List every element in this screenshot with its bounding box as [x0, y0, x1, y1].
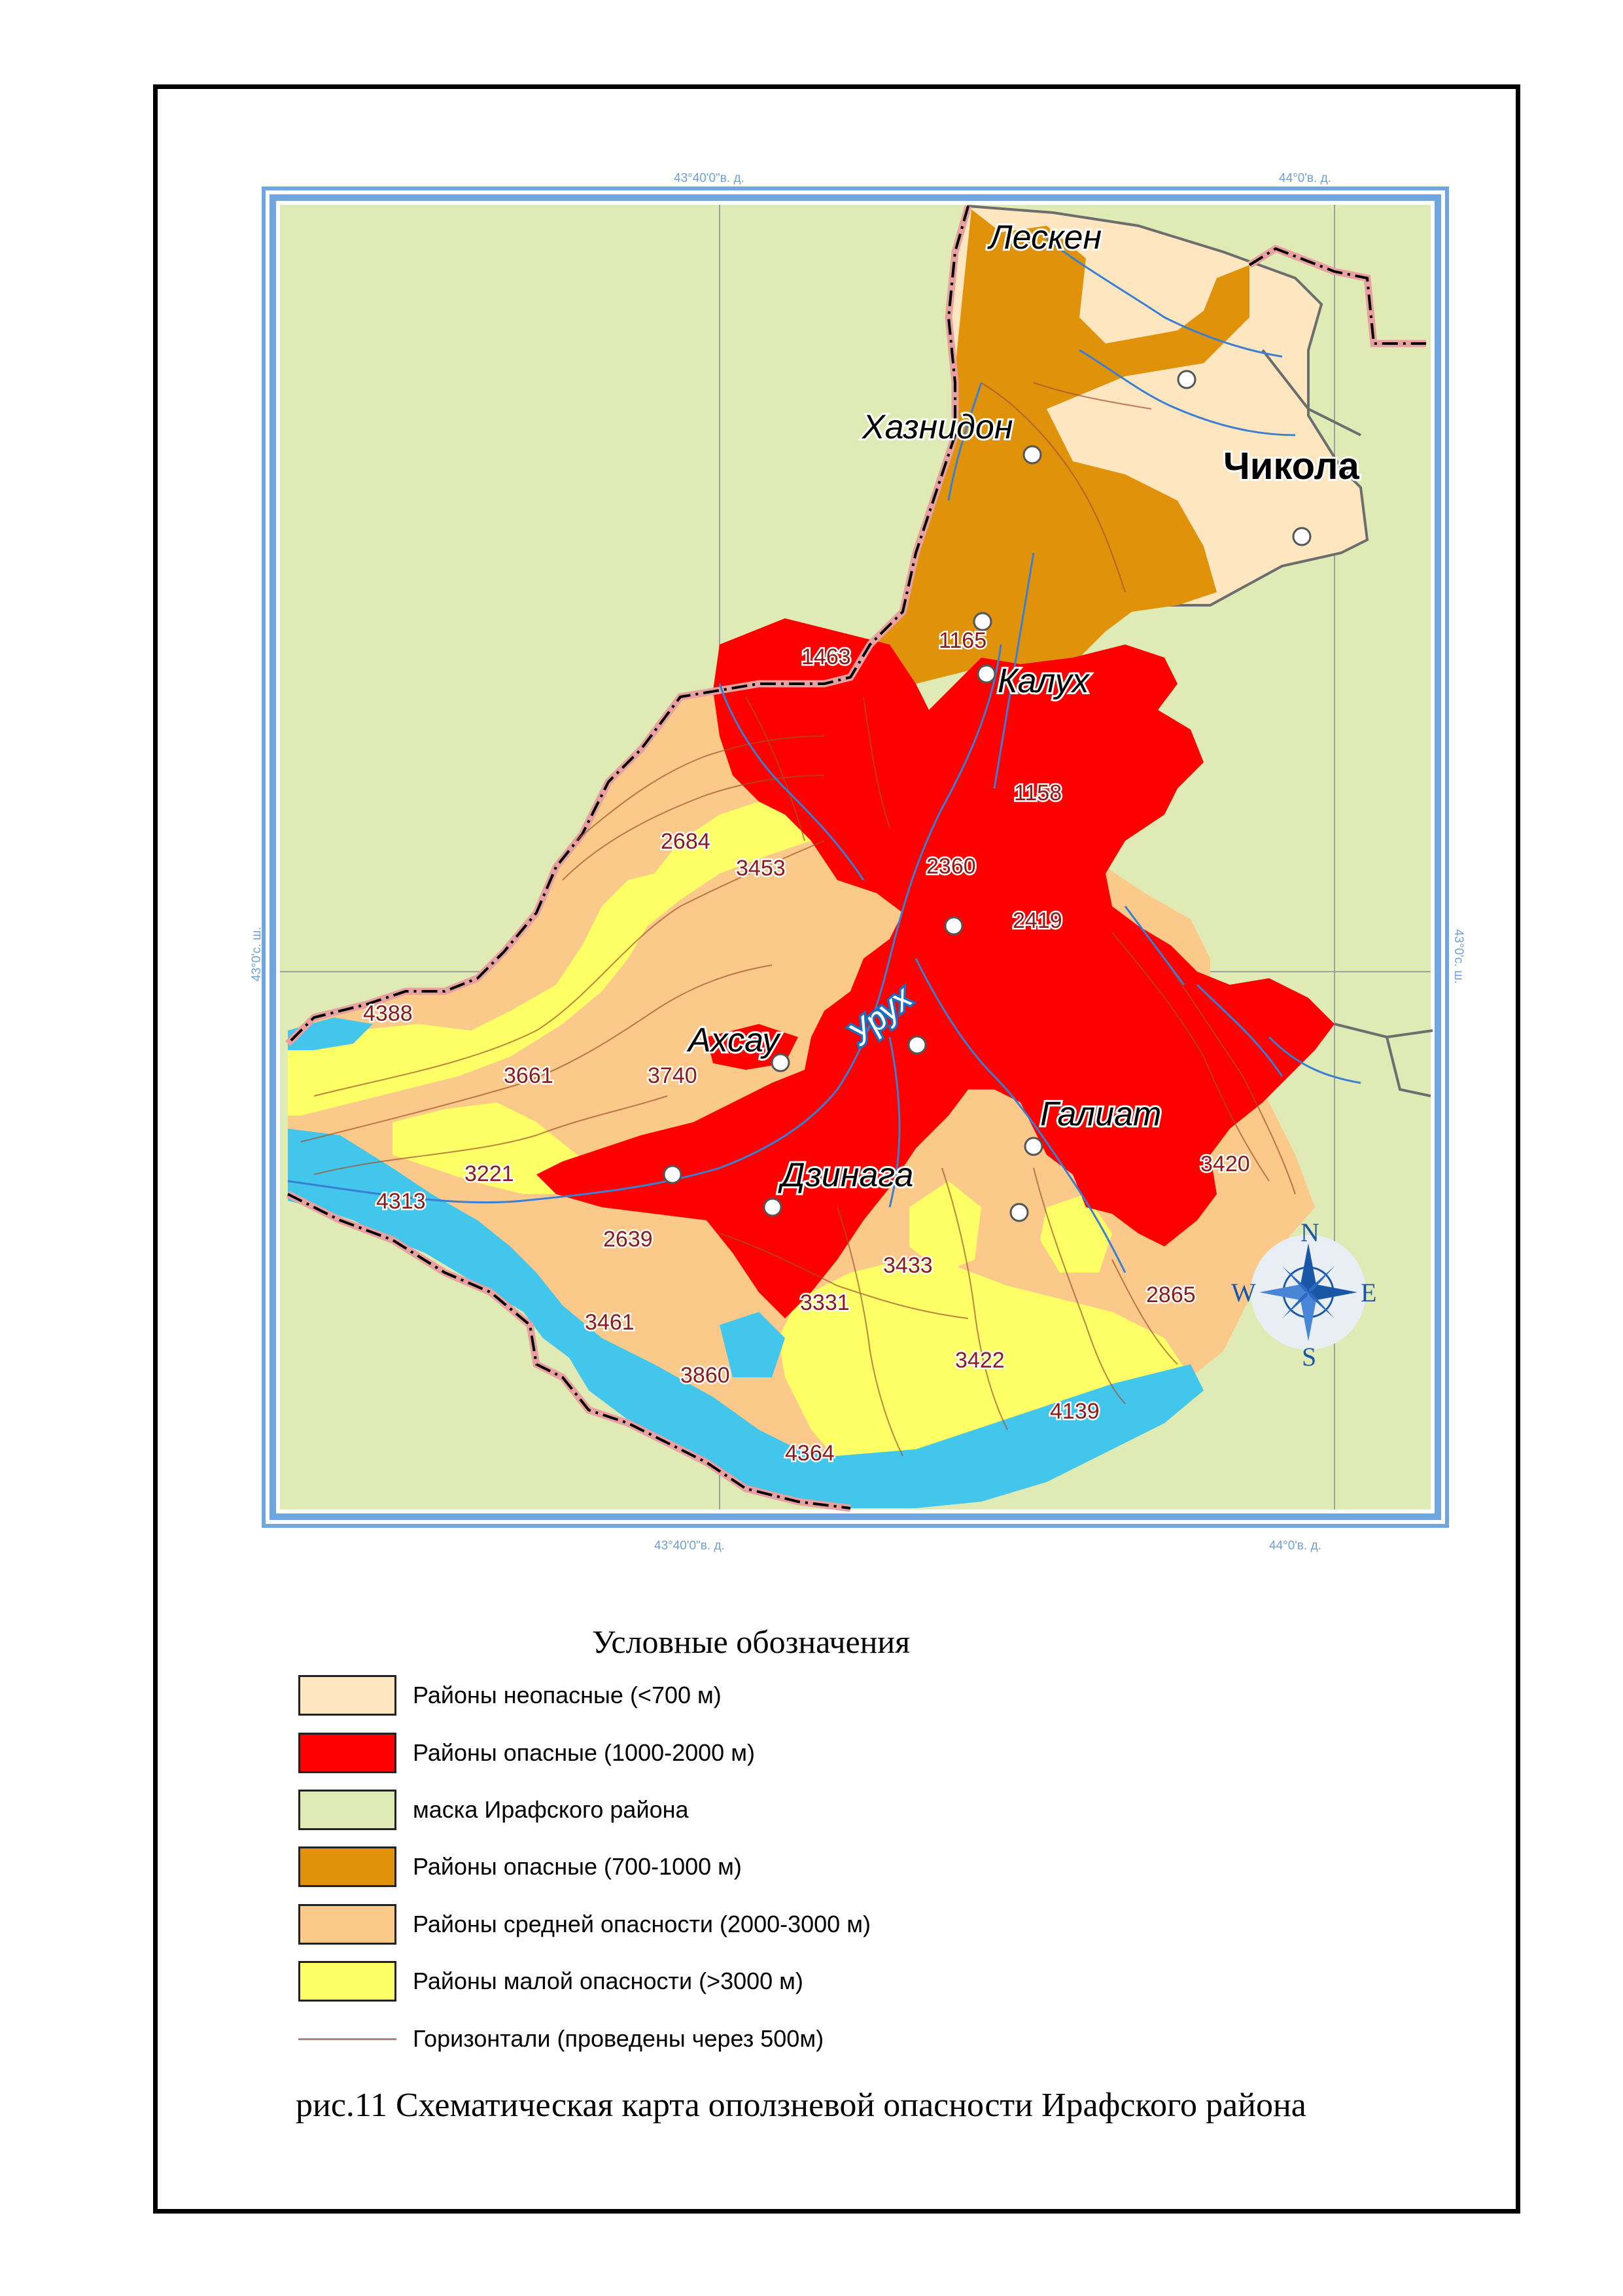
- elevation-label: 3422: [955, 1348, 1005, 1373]
- legend-swatch: [298, 1675, 396, 1716]
- legend-swatch: [298, 1733, 396, 1773]
- elevation-label: 2639: [603, 1227, 653, 1252]
- zone-low-hazard: [288, 802, 811, 1116]
- coord-top-right: 44°0'в. д.: [1279, 171, 1331, 185]
- legend-item: Районы опасные (1000-2000 м): [298, 1733, 1149, 1776]
- elevation-label: 3860: [680, 1363, 730, 1388]
- elevation-label: 3331: [800, 1290, 850, 1315]
- legend-label: маска Ирафского района: [413, 1796, 689, 1823]
- zone-glacier: [288, 1129, 1204, 1508]
- compass-e: E: [1361, 1278, 1376, 1307]
- elevation-label: 2684: [661, 829, 710, 854]
- page-frame: [153, 84, 1520, 2214]
- town-galiat: Галиат: [1040, 1095, 1161, 1133]
- town-akhsau: Ахсау: [686, 1021, 781, 1059]
- town-lesken: Лескен: [987, 219, 1102, 256]
- legend-label: Районы малой опасности (>3000 м): [413, 1968, 803, 1994]
- compass-rose-icon: N S E W: [1231, 1218, 1376, 1371]
- contour-lines: [300, 382, 1296, 1457]
- legend-label: Районы неопасные (<700 м): [413, 1682, 722, 1708]
- legend-label: Горизонтали (проведены через 500м): [413, 2025, 824, 2052]
- town-khaznidon: Хазнидон: [862, 408, 1013, 446]
- compass-s: S: [1302, 1342, 1316, 1371]
- elevation-label: 3433: [883, 1253, 933, 1278]
- elevation-label: 4139: [1050, 1399, 1100, 1424]
- map-canvas: Лескен Хазнидон Чикола Калух Ахсау Дзина…: [262, 186, 1449, 1528]
- figure-caption: рис.11 Схематическая карта оползневой оп…: [296, 2087, 1306, 2124]
- zone-700-1000: [850, 209, 1249, 684]
- legend-title: Условные обозначения: [592, 1623, 911, 1660]
- elevation-label: 4388: [363, 1001, 413, 1026]
- elevation-label: 3453: [736, 856, 786, 881]
- elevation-label: 1165: [939, 628, 986, 653]
- river-network: [287, 238, 1361, 1273]
- settlement-dots: [663, 370, 1312, 1222]
- admin-lines: [1261, 349, 1433, 1097]
- legend-swatch: [298, 1904, 396, 1945]
- elevation-label: 2360: [926, 854, 976, 879]
- compass-w: W: [1231, 1278, 1256, 1307]
- legend-item: Районы опасные (700-1000 м): [298, 1846, 1149, 1890]
- coord-top-left: 43°40'0"в. д.: [674, 171, 744, 185]
- legend-label: Районы опасные (700-1000 м): [413, 1853, 742, 1880]
- elevation-label: 2865: [1146, 1282, 1196, 1307]
- legend-item: Горизонтали (проведены через 500м): [298, 2019, 1149, 2062]
- elevation-label: 3420: [1200, 1152, 1250, 1176]
- elevation-label: 2419: [1013, 908, 1062, 933]
- elevation-label: 4313: [376, 1189, 426, 1214]
- legend-swatch: [298, 1961, 396, 2002]
- legend-item: Районы средней опасности (2000-3000 м): [298, 1904, 1149, 1947]
- elevation-label: 1158: [1014, 781, 1062, 805]
- town-kalukh: Калух: [998, 662, 1091, 700]
- legend-item: маска Ирафского района: [298, 1790, 1149, 1833]
- legend-swatch: [298, 1846, 396, 1887]
- legend-label: Районы опасные (1000-2000 м): [413, 1739, 755, 1766]
- legend-item: Районы неопасные (<700 м): [298, 1675, 1149, 1718]
- town-chikola: Чикола: [1223, 445, 1360, 487]
- elevation-label: 1463: [801, 645, 851, 669]
- legend-swatch: [298, 1790, 396, 1830]
- town-dzinaga: Дзинага: [778, 1156, 913, 1194]
- legend-contour-line: [298, 2038, 396, 2040]
- elevation-label: 3221: [464, 1161, 514, 1186]
- coord-bottom-left: 43°40'0"в. д.: [654, 1539, 725, 1553]
- compass-n: N: [1300, 1218, 1319, 1247]
- elevation-label: 4364: [785, 1441, 835, 1466]
- coord-bottom-right: 44°0'в. д.: [1269, 1539, 1321, 1553]
- legend-item: Районы малой опасности (>3000 м): [298, 1961, 1149, 2004]
- legend-label: Районы средней опасности (2000-3000 м): [413, 1911, 871, 1937]
- elevation-label: 3661: [504, 1063, 553, 1088]
- coord-right: 43°0'с. ш.: [1452, 929, 1465, 984]
- zone-hazard-1000-2000: [536, 618, 1335, 1318]
- elevation-label: 3740: [648, 1063, 697, 1088]
- landslide-map: Лескен Хазнидон Чикола Калух Ахсау Дзина…: [262, 186, 1449, 1528]
- elevation-label: 3461: [585, 1310, 635, 1335]
